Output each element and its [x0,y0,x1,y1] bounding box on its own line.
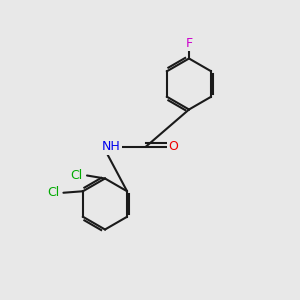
Text: F: F [185,37,193,50]
Text: Cl: Cl [70,169,83,182]
Text: NH: NH [102,140,120,154]
Text: Cl: Cl [47,186,59,199]
Text: O: O [168,140,178,154]
